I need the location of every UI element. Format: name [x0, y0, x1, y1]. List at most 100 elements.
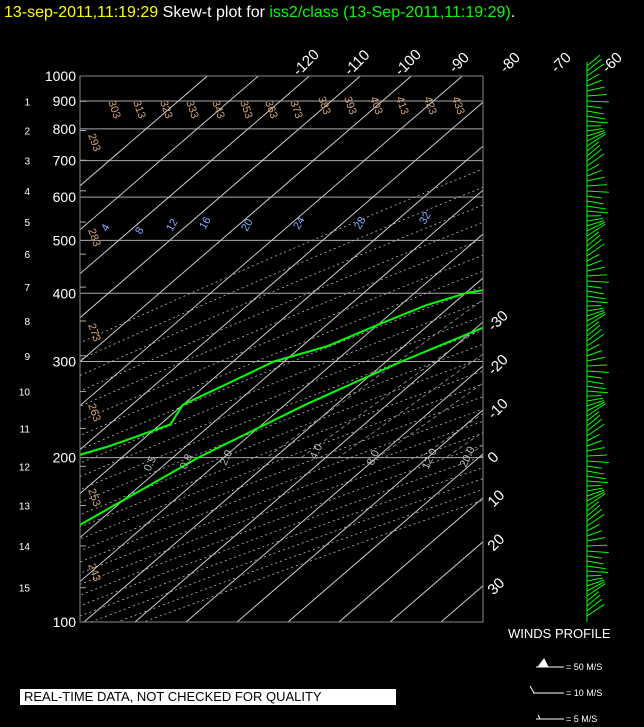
wind-barb — [586, 508, 603, 522]
wind-barb — [586, 195, 602, 199]
pressure-tick-label: 300 — [53, 353, 77, 369]
mixing-ratio-label: 16 — [197, 215, 214, 232]
temperature-right-label: -10 — [484, 395, 511, 422]
height-km-label: 11 — [20, 424, 31, 435]
plot-frame — [79, 75, 484, 623]
mixing-ratio-lower-label: 0.5 — [142, 454, 159, 473]
pressure-tick-label: 600 — [53, 189, 77, 205]
wind-barb — [586, 266, 605, 272]
dry-adiabat-label: 333 — [183, 99, 201, 120]
dry-adiabat — [80, 455, 483, 607]
dry-adiabat-label: 413 — [393, 95, 411, 116]
mixing-ratio-label: 20 — [239, 217, 256, 234]
temperature-right-label: -20 — [484, 351, 511, 378]
isotherm-line — [185, 365, 483, 622]
wind-barb — [586, 401, 606, 412]
wind-barb — [586, 223, 606, 237]
winds-profile-title: WINDS PROFILE — [508, 626, 611, 641]
dry-adiabat — [80, 329, 483, 490]
dry-adiabat-label: 273 — [85, 322, 103, 343]
wind-barb — [586, 418, 603, 432]
pressure-tick-label: 1000 — [45, 68, 76, 84]
wind-barb — [586, 218, 603, 222]
wind-barb — [586, 591, 600, 602]
wind-barb — [586, 423, 605, 437]
mixing-ratio-line — [300, 325, 483, 458]
temperature-top-label: -60 — [598, 49, 625, 76]
wind-barb — [586, 380, 604, 385]
wind-barb — [586, 504, 601, 517]
mixing-ratio-line — [419, 413, 483, 458]
temperature-top-label: -80 — [496, 49, 523, 76]
dry-adiabat — [80, 168, 483, 344]
wind-barb — [586, 54, 601, 67]
dry-adiabat — [80, 204, 483, 376]
isotherm-line — [80, 76, 412, 363]
dry-adiabat — [80, 396, 483, 552]
mixing-ratio-label: 12 — [164, 217, 181, 234]
height-km-label: 4 — [24, 187, 30, 198]
dry-adiabat — [80, 238, 483, 407]
wind-barb — [586, 403, 606, 417]
wind-barb — [586, 73, 600, 82]
wind-barb — [586, 131, 606, 142]
temperature-right-label: 10 — [484, 487, 508, 511]
wind-barb — [586, 433, 600, 442]
wind-barb — [586, 238, 603, 252]
pressure-tick-label: 900 — [53, 93, 77, 109]
wind-barb — [586, 205, 606, 210]
wind-barb — [586, 144, 601, 157]
wind-barb — [586, 110, 604, 115]
title-datetime: 13-sep-2011,11:19:29 — [4, 4, 159, 21]
wind-barb — [586, 399, 605, 407]
isotherm-line — [492, 76, 644, 622]
sounding-dewpoint-line — [80, 289, 483, 456]
wind-barb — [586, 253, 600, 262]
wind-barb — [586, 574, 602, 577]
temperature-right-label: 30 — [484, 575, 508, 599]
sounding-temperature-line — [80, 326, 483, 527]
height-km-label: 7 — [24, 283, 30, 294]
temperature-top-label: -110 — [341, 47, 373, 79]
temperature-top-label: -100 — [392, 46, 425, 79]
mixing-ratio-lower-label: 8.0 — [365, 448, 382, 467]
wind-barb — [586, 290, 604, 295]
wind-barb — [586, 321, 600, 332]
wind-barb — [586, 130, 605, 137]
pressure-tick-label: 400 — [53, 285, 77, 301]
isotherm-line — [80, 76, 259, 231]
wind-barb — [586, 560, 604, 565]
wind-barb — [586, 411, 600, 422]
temperature-right-label: 20 — [484, 531, 508, 555]
pressure-tick-label: 700 — [53, 153, 77, 169]
wind-barb — [586, 555, 602, 559]
mixing-ratio-lower-label: 20.0 — [458, 445, 478, 469]
dry-adiabat — [80, 186, 483, 360]
wind-barb — [586, 485, 602, 487]
dry-adiabat — [80, 432, 483, 585]
wind-barb — [586, 447, 605, 452]
wind-barb — [586, 148, 603, 162]
wind-barb — [586, 307, 603, 312]
temperature-top-label: -120 — [290, 46, 323, 79]
isotherm-line — [80, 76, 361, 319]
height-km-label: 5 — [24, 218, 30, 229]
wind-barb — [586, 544, 608, 547]
height-km-label: 1 — [24, 97, 30, 108]
mixing-ratio-label: 4 — [99, 222, 112, 233]
wind-barb — [586, 370, 610, 373]
wind-barb — [586, 594, 601, 607]
wind-barb — [586, 343, 600, 352]
wind-barb — [586, 221, 606, 232]
wind-barb — [586, 579, 605, 587]
wind-barb — [586, 295, 606, 300]
height-km-label: 2 — [24, 126, 30, 137]
dry-adiabat-label: 383 — [315, 95, 333, 116]
wind-barb — [586, 285, 602, 289]
isotherm-line — [134, 321, 483, 622]
wind-barb — [586, 100, 610, 103]
wind-barb — [586, 460, 610, 463]
wind-barb — [586, 311, 606, 322]
wind-barb — [586, 465, 602, 469]
isotherm-line — [83, 277, 483, 622]
